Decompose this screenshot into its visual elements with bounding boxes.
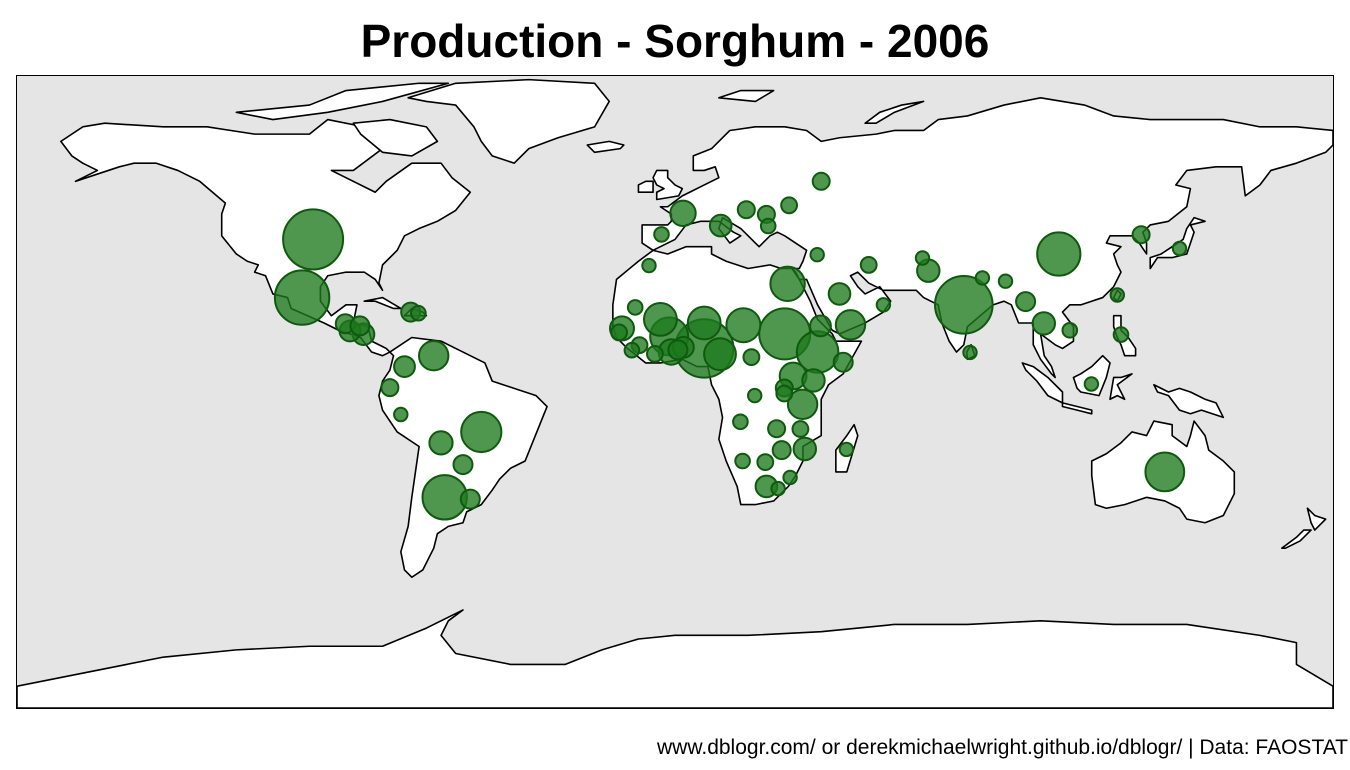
- production-bubble-zambia: [767, 419, 787, 439]
- production-bubble-hungary: [736, 200, 756, 220]
- production-bubble-niger: [686, 305, 722, 341]
- production-bubble-yemen: [834, 309, 867, 341]
- production-bubble-paraguay: [452, 454, 474, 476]
- landmass-iceland: [586, 140, 625, 154]
- landmass-sumatra: [1021, 362, 1064, 404]
- production-bubble-france: [669, 199, 697, 228]
- chart-title: Production - Sorghum - 2006: [360, 15, 990, 67]
- map-panel: [16, 75, 1334, 709]
- landmass-new-guinea: [1153, 383, 1225, 419]
- landmass-new-zealand-s: [1281, 529, 1312, 549]
- production-bubble-colombia: [393, 355, 416, 379]
- production-bubble-zimbabwe: [771, 440, 792, 461]
- production-bubble-korea-dpr: [1131, 225, 1151, 245]
- landmass-novaya-zemlya: [864, 100, 925, 125]
- production-bubble-thailand: [1031, 311, 1057, 336]
- landmass-java: [1061, 402, 1093, 415]
- production-bubble-egypt: [769, 265, 806, 303]
- production-bubble-australia: [1144, 451, 1186, 493]
- landmass-antarctica: [17, 609, 1333, 708]
- production-bubble-swaziland: [782, 469, 798, 486]
- production-bubble-morocco: [641, 257, 657, 274]
- production-bubble-angola: [732, 413, 749, 431]
- production-bubble-ecuador: [380, 378, 400, 398]
- production-bubble-mozambique: [792, 436, 817, 462]
- landmass-baffin: [352, 118, 439, 157]
- landmass-cuba: [363, 296, 402, 310]
- production-bubble-tanzania: [786, 388, 819, 420]
- bubble-layer: [273, 171, 1188, 521]
- production-bubble-chad: [725, 307, 762, 344]
- production-bubble-lesotho: [770, 480, 786, 497]
- landmass-arctic-islands: [235, 82, 450, 121]
- landmass-svalbard: [718, 89, 775, 103]
- production-bubble-spain: [653, 226, 670, 243]
- production-bubble-china: [1036, 231, 1082, 277]
- production-bubble-cote-d-ivoire: [646, 345, 664, 363]
- production-bubble-cameroon: [703, 337, 737, 372]
- production-bubble-eritrea: [809, 314, 832, 338]
- production-bubble-mali: [643, 302, 678, 337]
- production-bubble-kenya: [801, 368, 826, 393]
- production-bubble-brazil: [460, 410, 503, 454]
- production-bubble-namibia: [734, 452, 751, 470]
- production-bubble-dominican-republic: [410, 304, 427, 322]
- land-layer: [17, 78, 1333, 708]
- production-bubble-vietnam: [1061, 322, 1079, 339]
- production-bubble-bolivia: [428, 430, 454, 456]
- landmass-north-america: [60, 118, 472, 357]
- production-bubble-nepal: [974, 270, 991, 286]
- production-bubble-burundi: [775, 384, 794, 403]
- landmass-ireland: [637, 180, 654, 194]
- production-bubble-united-states: [282, 208, 345, 271]
- production-bubble-taiwan: [1109, 287, 1126, 303]
- production-bubble-mexico: [273, 269, 331, 326]
- production-bubble-oman: [875, 297, 892, 313]
- production-bubble-botswana: [756, 453, 775, 472]
- production-bubble-congo-dr: [747, 387, 763, 404]
- landmass-britain: [652, 169, 684, 201]
- landmass-borneo: [1072, 354, 1111, 397]
- production-bubble-venezuela: [418, 340, 450, 372]
- production-bubble-gambia: [610, 323, 628, 342]
- world-map: [17, 78, 1333, 708]
- production-bubble-iran: [859, 256, 878, 274]
- production-bubble-philippines: [1112, 326, 1130, 343]
- production-bubble-mauritania: [626, 299, 644, 316]
- production-bubble-indonesia: [1083, 376, 1100, 392]
- production-bubble-somalia: [832, 351, 854, 373]
- production-bubble-madagascar: [838, 441, 855, 458]
- production-bubble-honduras: [349, 315, 371, 337]
- production-bubble-italy: [708, 213, 733, 238]
- production-bubble-peru: [393, 406, 409, 423]
- production-bubble-uruguay: [459, 488, 481, 510]
- landmass-sulawesi: [1109, 373, 1133, 401]
- production-bubble-sri-lanka: [962, 344, 978, 361]
- data-source-caption: www.dblogr.com/ or derekmichaelwright.gi…: [657, 736, 1348, 759]
- production-bubble-afghanistan: [914, 250, 931, 266]
- production-bubble-central-african-republic: [742, 348, 761, 367]
- production-bubble-syria: [809, 247, 825, 263]
- production-bubble-ukraine: [780, 196, 798, 215]
- production-bubble-malawi: [791, 420, 810, 438]
- production-bubble-saudi-arabia: [827, 282, 852, 306]
- production-bubble-togo: [667, 339, 689, 361]
- production-bubble-japan: [1171, 240, 1188, 257]
- production-bubble-india: [934, 275, 994, 335]
- production-bubble-bhutan: [997, 273, 1014, 289]
- production-bubble-russia: [811, 171, 831, 191]
- production-bubble-bulgaria: [759, 217, 777, 235]
- landmass-new-zealand-n: [1306, 507, 1327, 531]
- production-bubble-sierra-leone: [623, 341, 641, 359]
- production-bubble-myanmar: [1015, 291, 1037, 313]
- landmass-greenland: [407, 78, 611, 164]
